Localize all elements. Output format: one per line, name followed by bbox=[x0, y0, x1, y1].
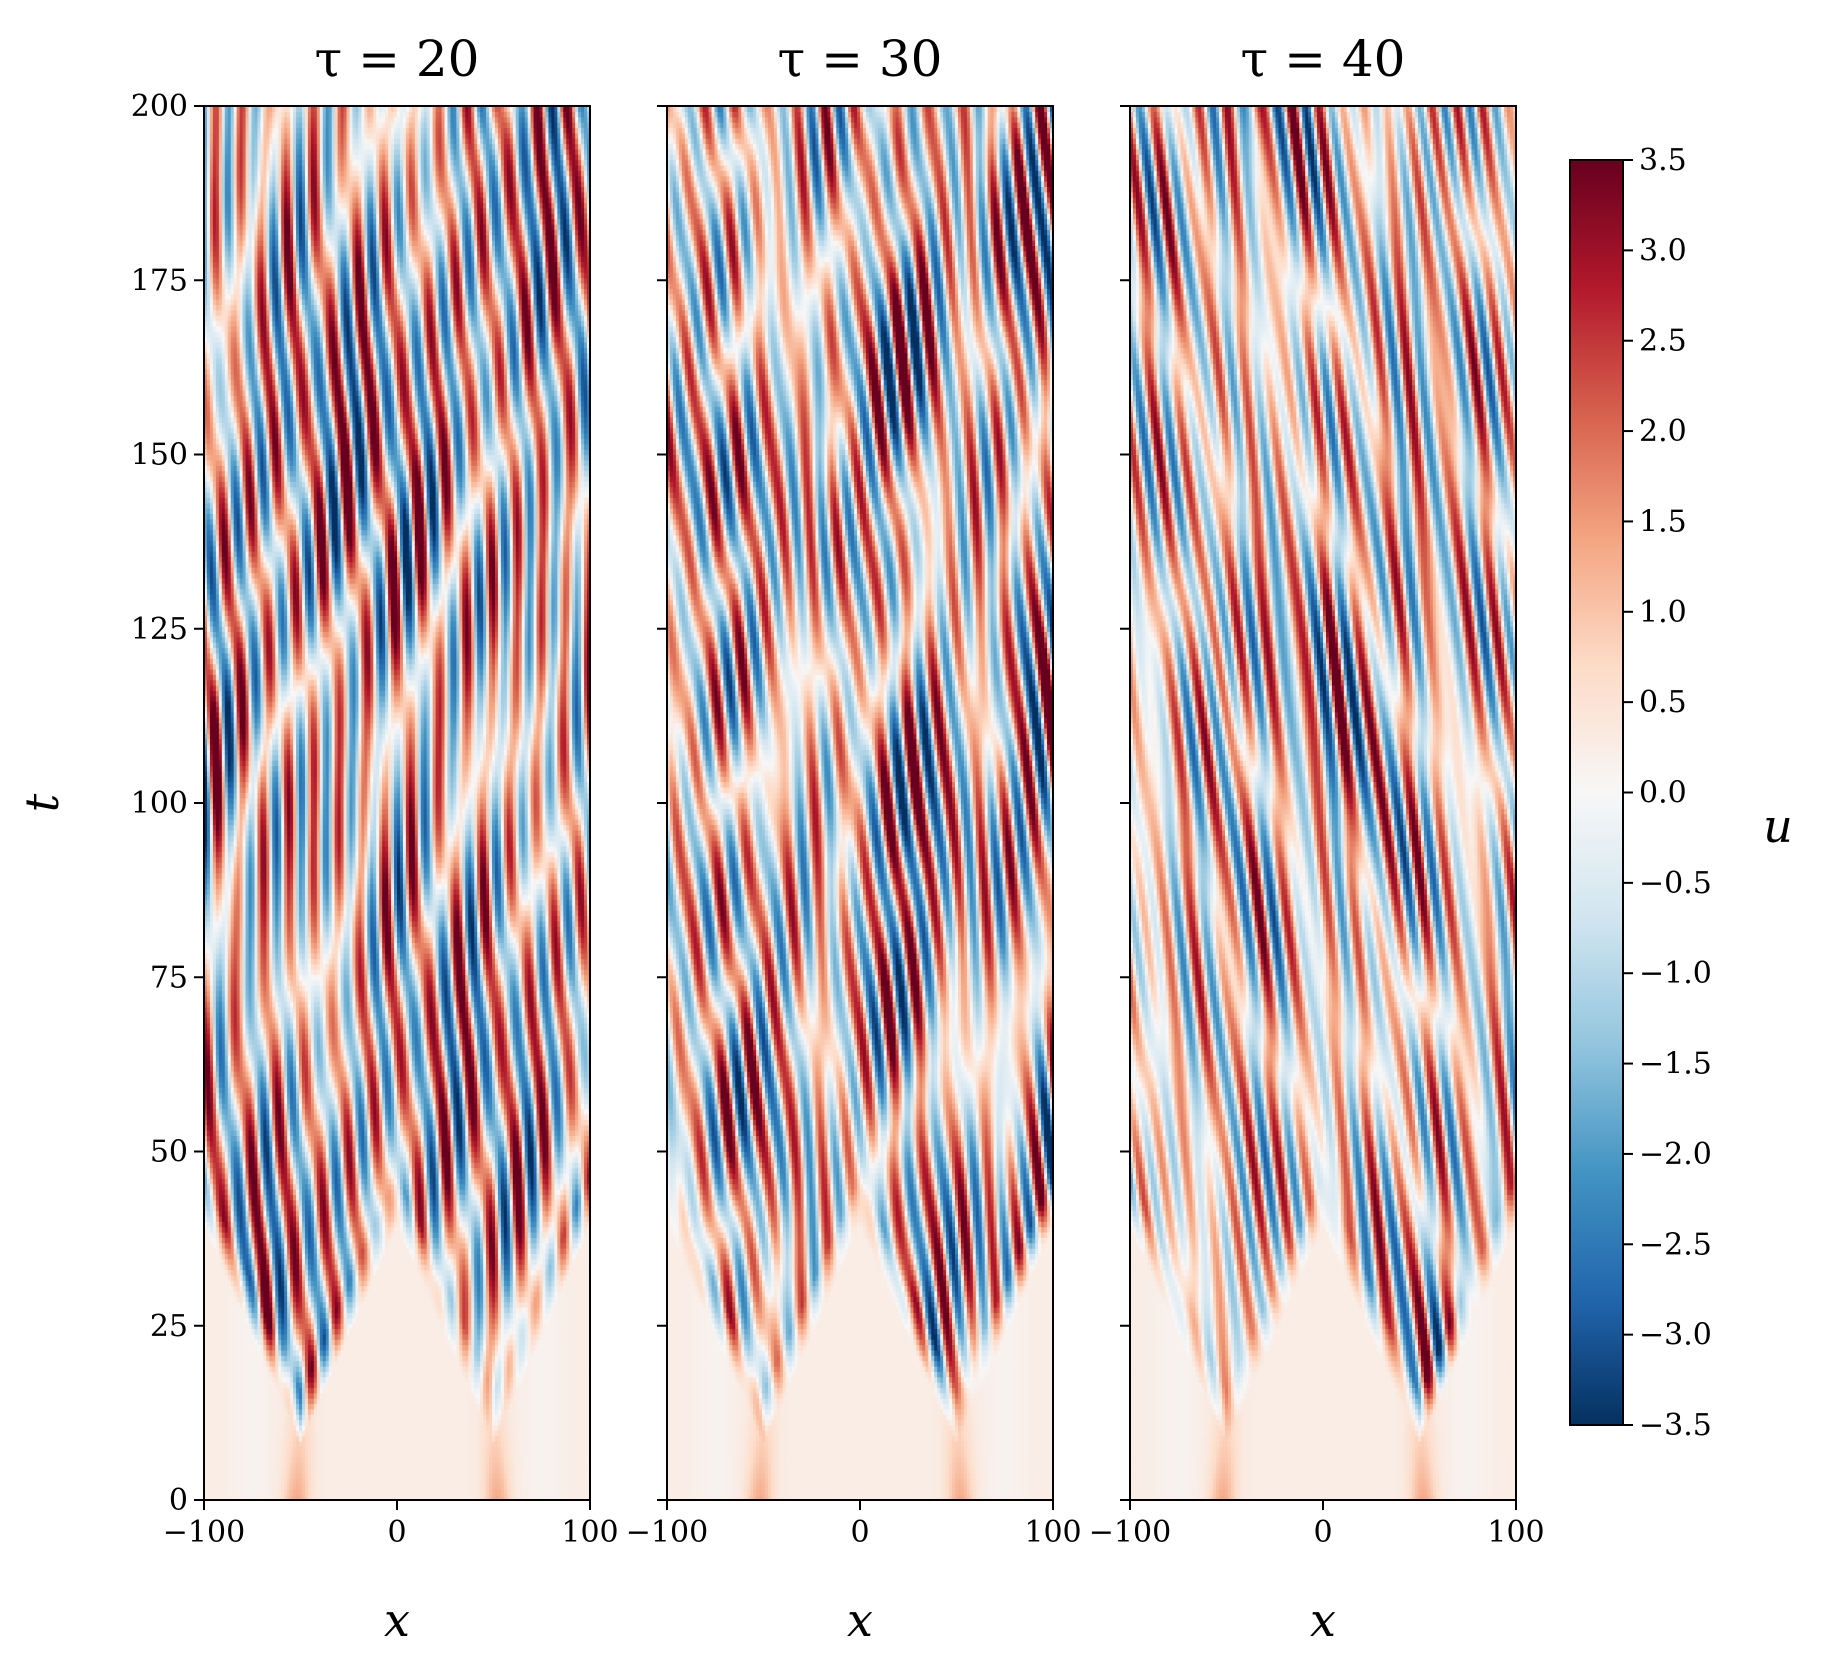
heatmap-1 bbox=[204, 106, 591, 1501]
panels: τ = 20−100 0 1000255075100125150175200xtτ … bbox=[15, 30, 1545, 1647]
